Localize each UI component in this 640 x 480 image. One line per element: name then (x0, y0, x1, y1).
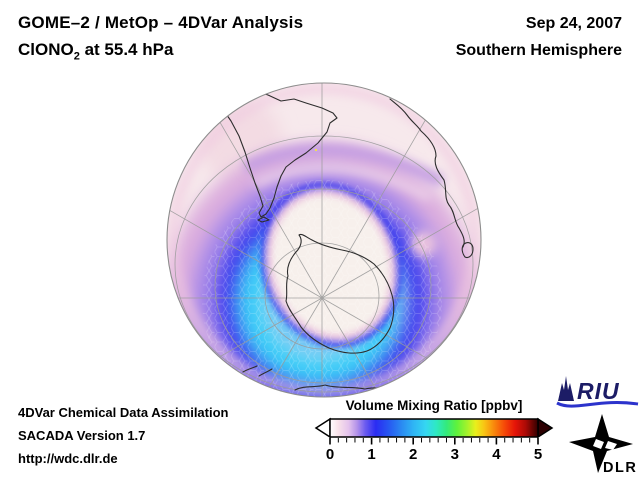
coastline-tierra-del-fuego (257, 216, 270, 223)
colorbar-tick-labels: 0 1 2 3 4 5 (326, 446, 542, 463)
species-subscript: 2 (73, 50, 80, 63)
cathedral-icon (558, 376, 574, 401)
date-label: Sep 24, 2007 (525, 15, 622, 32)
svg-text:0: 0 (326, 446, 334, 463)
riu-logo-text: RIU (577, 378, 620, 404)
coastline-south-america (212, 90, 338, 218)
analysis-title: GOME–2 / MetOp – 4DVar Analysis (18, 13, 304, 32)
species-name: ClONO (18, 40, 74, 59)
credit-line-assimilation: 4DVar Chemical Data Assimilation (18, 405, 229, 420)
colorbar-title: Volume Mixing Ratio [ppbv] (346, 398, 523, 413)
riu-swoosh-icon (556, 400, 639, 408)
coastline-madagascar (461, 242, 474, 259)
coastline-new-zealand (242, 365, 273, 377)
riu-logo: RIU (556, 373, 640, 413)
hemisphere-label: Southern Hemisphere (455, 42, 622, 59)
pressure-level: at 55.4 hPa (79, 40, 174, 59)
svg-text:1: 1 (367, 446, 375, 463)
colorbar-gradient (329, 418, 539, 438)
svg-text:3: 3 (451, 446, 459, 463)
coastline-antarctica (285, 233, 395, 354)
dlr-logo-text: DLR (603, 460, 637, 476)
globe-limb (166, 82, 482, 398)
credits-block: 4DVar Chemical Data Assimilation SACADA … (18, 401, 229, 470)
colorbar-arrow-right (537, 417, 554, 439)
species-pressure-label: ClONO2 at 55.4 hPa (18, 40, 303, 62)
credit-line-version: SACADA Version 1.7 (18, 428, 146, 443)
dlr-logo: DLR (567, 413, 639, 477)
coastline-africa (389, 98, 465, 248)
credit-line-url: http://wdc.dlr.de (18, 451, 118, 466)
colorbar-arrow-left (314, 417, 331, 439)
colorbar-ticks (329, 438, 539, 445)
svg-text:5: 5 (534, 446, 542, 463)
title-block: GOME–2 / MetOp – 4DVar Analysis ClONO2 a… (18, 13, 303, 62)
svg-text:4: 4 (492, 446, 501, 463)
date-block: Sep 24, 2007 Southern Hemisphere (456, 15, 622, 60)
graticule (167, 83, 481, 397)
colorbar: Volume Mixing Ratio [ppbv] 0 1 2 3 4 5 (308, 397, 560, 465)
svg-text:2: 2 (409, 446, 417, 463)
dlr-emblem-icon (569, 414, 633, 473)
